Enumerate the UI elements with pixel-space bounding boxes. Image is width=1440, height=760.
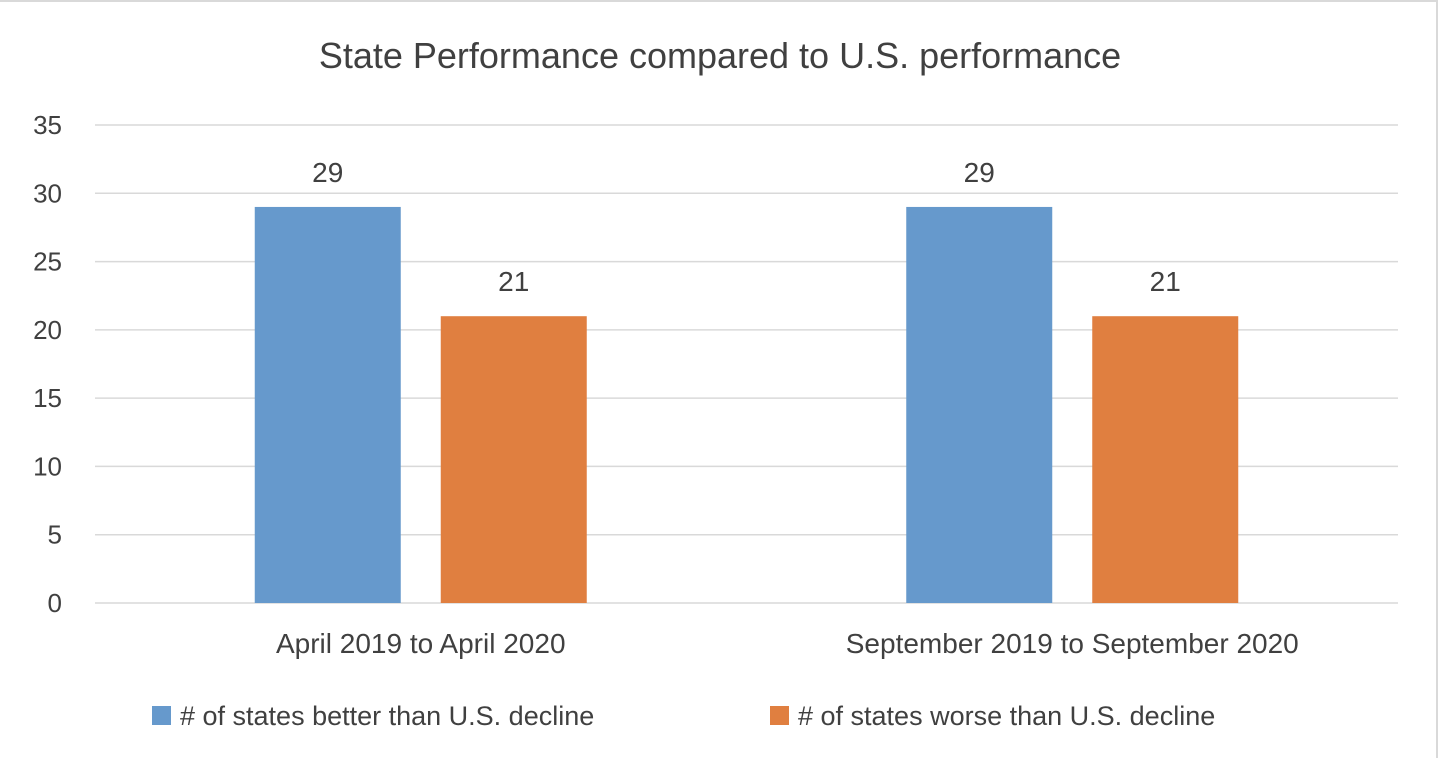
y-tick-label: 25 xyxy=(33,247,62,277)
bar-better-1 xyxy=(254,206,401,603)
y-tick-label: 5 xyxy=(48,520,62,550)
y-tick-label: 15 xyxy=(33,383,62,413)
data-label: 21 xyxy=(498,266,529,297)
bar-worse-2 xyxy=(1092,316,1239,603)
y-tick-label: 10 xyxy=(33,451,62,481)
x-category-label: April 2019 to April 2020 xyxy=(276,628,566,659)
legend: # of states better than U.S. decline # of… xyxy=(152,701,1215,731)
data-label: 21 xyxy=(1150,266,1181,297)
bar-better-2 xyxy=(906,206,1053,603)
bar-worse-1 xyxy=(440,316,587,603)
data-label: 29 xyxy=(964,157,995,188)
legend-label: # of states worse than U.S. decline xyxy=(798,701,1215,731)
chart-title: State Performance compared to U.S. perfo… xyxy=(319,35,1121,76)
y-tick-label: 35 xyxy=(33,110,62,140)
x-category-label: September 2019 to September 2020 xyxy=(846,628,1299,659)
legend-swatch xyxy=(770,706,789,725)
y-tick-label: 20 xyxy=(33,315,62,345)
y-axis-ticks: 0 5 10 15 20 25 30 35 xyxy=(33,110,62,618)
data-label: 29 xyxy=(312,157,343,188)
legend-label: # of states better than U.S. decline xyxy=(180,701,594,731)
data-labels: 29 21 29 21 xyxy=(312,157,1181,297)
bars xyxy=(254,206,1239,603)
y-tick-label: 0 xyxy=(48,588,62,618)
y-tick-label: 30 xyxy=(33,178,62,208)
x-axis-labels: April 2019 to April 2020 September 2019 t… xyxy=(276,628,1299,659)
legend-swatch xyxy=(152,706,171,725)
